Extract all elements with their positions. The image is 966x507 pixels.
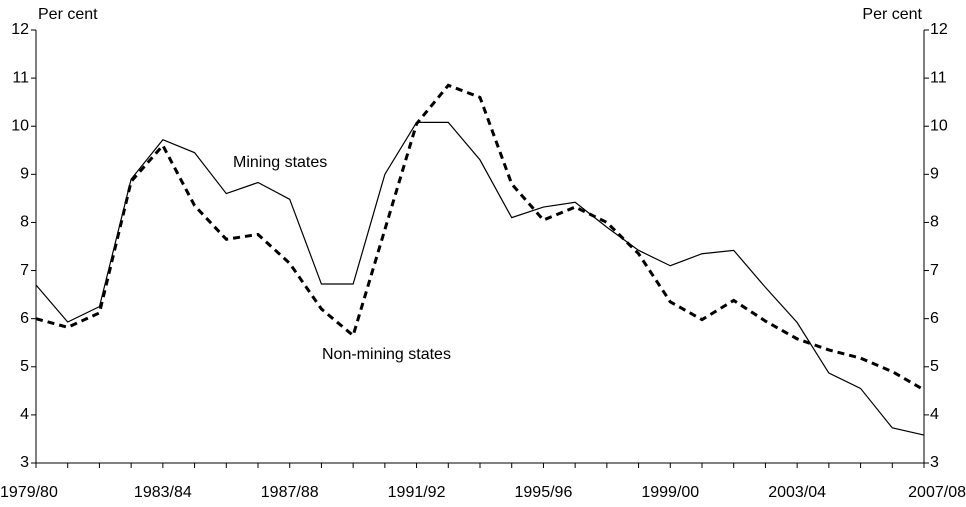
y2-tick-label: 11 (930, 69, 947, 86)
x-tick-label: 2007/08 (908, 484, 966, 501)
y-tick-label: 10 (11, 117, 29, 134)
y2-tick-label: 7 (930, 262, 939, 279)
x-tick-label: 1995/96 (515, 484, 573, 501)
series-line (35, 83, 925, 392)
y-tick-label: 12 (11, 21, 29, 38)
y2-tick-label: 9 (930, 166, 939, 183)
x-tick-label: 1983/84 (134, 484, 192, 501)
y-tick-label: 11 (12, 69, 29, 86)
y2-tick-label: 12 (930, 21, 948, 38)
x-tick-label: 1987/88 (261, 484, 319, 501)
x-tick-label: 1991/92 (388, 484, 446, 501)
y-tick-label: 7 (20, 262, 29, 279)
y2-axis-label: Per cent (862, 6, 922, 23)
series-line (35, 121, 925, 436)
y-tick-label: 4 (20, 406, 29, 423)
y2-tick-label: 8 (930, 214, 939, 231)
y2-tick-label: 4 (930, 406, 939, 423)
x-tick-label: 2003/04 (768, 484, 826, 501)
y-tick-label: 6 (20, 310, 29, 327)
y-tick-label: 8 (20, 214, 29, 231)
y2-tick-label: 10 (930, 117, 948, 134)
y2-tick-label: 5 (930, 358, 939, 375)
x-tick-label: 1999/00 (641, 484, 699, 501)
x-tick-label: 1979/80 (0, 484, 58, 501)
y-axis-label: Per cent (38, 6, 98, 23)
series-label: Mining states (233, 154, 327, 171)
y-tick-label: 5 (20, 358, 29, 375)
y2-tick-label: 6 (930, 310, 939, 327)
y-tick-label: 9 (20, 166, 29, 183)
y-tick-label: 3 (20, 454, 29, 471)
y2-tick-label: 3 (930, 454, 939, 471)
series-label: Non-mining states (322, 346, 451, 363)
